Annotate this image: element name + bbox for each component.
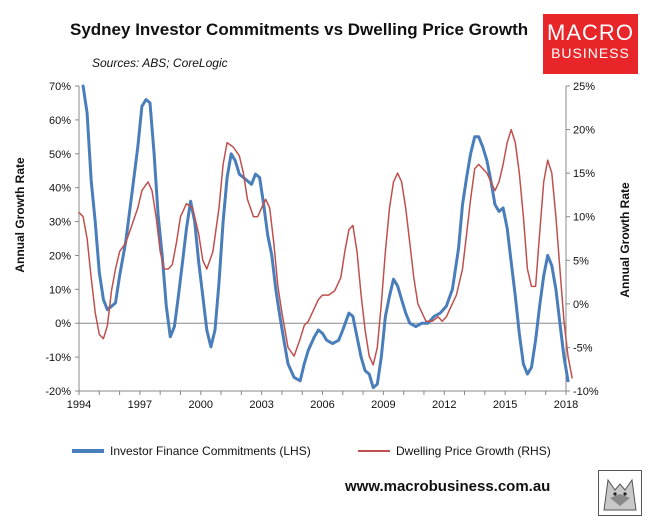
logo-line-1: MACRO xyxy=(547,20,634,45)
legend-item-investor: Investor Finance Commitments (LHS) xyxy=(72,444,311,458)
dwelling-price-growth-line xyxy=(78,128,573,379)
logo-line-2: BUSINESS xyxy=(551,45,630,61)
investor-commitments-line xyxy=(81,84,570,390)
legend-item-dwelling: Dwelling Price Growth (RHS) xyxy=(358,444,551,458)
chart-subtitle: Sources: ABS; CoreLogic xyxy=(92,56,228,70)
legend-label-investor: Investor Finance Commitments (LHS) xyxy=(110,444,311,458)
y-right-tick-label: 10% xyxy=(573,212,595,224)
y-right-tick-label: -10% xyxy=(573,386,599,398)
x-tick-label: 2003 xyxy=(249,399,273,411)
y-left-tick-label: 0% xyxy=(55,318,71,330)
y-left-tick-label: 60% xyxy=(49,115,71,127)
x-tick-label: 1994 xyxy=(67,399,91,411)
macrobusiness-logo[interactable]: MACRO BUSINESS xyxy=(543,14,638,74)
legend-swatch-investor xyxy=(72,449,104,453)
legend-label-dwelling: Dwelling Price Growth (RHS) xyxy=(396,444,551,458)
y-left-tick-label: -20% xyxy=(45,386,71,398)
y-right-tick-label: 25% xyxy=(573,81,595,93)
y-left-tick-label: 70% xyxy=(49,81,71,93)
y-left-tick-label: -10% xyxy=(45,352,71,364)
website-url[interactable]: www.macrobusiness.com.au xyxy=(345,478,551,495)
y-left-tick-label: 20% xyxy=(49,250,71,262)
y-right-tick-label: 20% xyxy=(573,125,595,137)
x-tick-label: 2015 xyxy=(493,399,517,411)
wolf-logo-icon xyxy=(598,470,642,516)
x-tick-label: 1997 xyxy=(128,399,152,411)
y-right-tick-label: 5% xyxy=(573,255,589,267)
y-left-tick-label: 10% xyxy=(49,284,71,296)
y-right-tick-label: -5% xyxy=(573,342,593,354)
x-tick-label: 2009 xyxy=(371,399,395,411)
y-left-tick-label: 50% xyxy=(49,149,71,161)
y-right-tick-label: 15% xyxy=(573,168,595,180)
chart-title: Sydney Investor Commitments vs Dwelling … xyxy=(70,20,529,39)
legend-swatch-dwelling xyxy=(358,450,390,452)
x-tick-label: 2012 xyxy=(432,399,456,411)
y-left-tick-label: 40% xyxy=(49,183,71,195)
x-tick-label: 2000 xyxy=(189,399,213,411)
y-right-tick-label: 0% xyxy=(573,299,589,311)
x-tick-label: 2018 xyxy=(554,399,578,411)
x-tick-label: 2006 xyxy=(310,399,334,411)
y-left-tick-label: 30% xyxy=(49,217,71,229)
